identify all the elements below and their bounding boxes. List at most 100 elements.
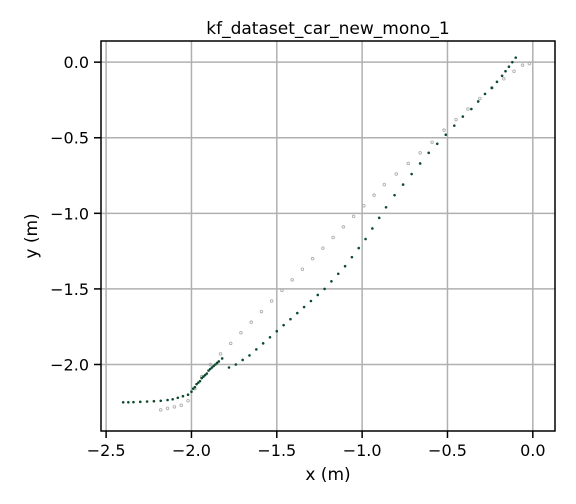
data-point-green xyxy=(145,400,149,403)
data-point-green xyxy=(234,363,238,366)
data-point-gray xyxy=(259,309,264,314)
data-point-green xyxy=(476,100,480,103)
data-point-gray xyxy=(382,182,387,187)
data-point-green xyxy=(202,375,205,378)
data-point-green xyxy=(191,387,195,390)
data-point-green xyxy=(511,60,514,64)
data-point-gray xyxy=(300,267,305,272)
data-point-green xyxy=(507,65,511,68)
data-point-green xyxy=(215,361,219,365)
data-point-gray xyxy=(331,235,335,240)
data-point-gray xyxy=(406,161,410,166)
data-point-green xyxy=(241,358,244,362)
data-point-green xyxy=(357,246,361,250)
data-point-green xyxy=(255,348,258,351)
chart-title: kf_dataset_car_new_mono_1 xyxy=(206,19,449,39)
data-point-green xyxy=(220,357,224,360)
data-point-green xyxy=(500,74,504,78)
data-point-gray xyxy=(362,204,366,208)
data-points xyxy=(121,56,532,412)
data-point-green xyxy=(418,162,422,165)
x-tick-label: −1.5 xyxy=(257,441,296,460)
data-point-gray xyxy=(239,330,243,335)
data-point-green xyxy=(289,317,292,321)
x-tick-label: −2.5 xyxy=(87,441,126,460)
data-point-gray xyxy=(165,406,170,411)
data-point-green xyxy=(166,398,169,402)
data-point-gray xyxy=(372,193,376,197)
data-point-green xyxy=(208,367,212,371)
data-point-green xyxy=(200,376,203,380)
x-tick-label: −0.5 xyxy=(428,441,467,460)
data-point-green xyxy=(132,400,135,404)
data-point-gray xyxy=(249,320,253,324)
data-point-green xyxy=(309,299,313,303)
data-point-green xyxy=(444,133,448,137)
data-point-green xyxy=(248,354,251,357)
data-point-green xyxy=(171,397,174,401)
data-point-green xyxy=(176,396,180,400)
data-point-green xyxy=(193,385,197,389)
data-point-green xyxy=(196,381,200,384)
data-point-green xyxy=(186,393,190,397)
data-point-green xyxy=(275,329,279,333)
y-tick-label: 0.0 xyxy=(64,53,89,72)
data-point-gray xyxy=(290,278,294,282)
data-point-green xyxy=(401,183,405,186)
data-point-green xyxy=(470,107,473,111)
data-point-gray xyxy=(394,172,399,176)
data-point-gray xyxy=(341,225,346,229)
data-point-green xyxy=(435,142,439,146)
data-point-green xyxy=(364,237,367,241)
data-point-green xyxy=(323,287,326,291)
data-point-green xyxy=(207,369,210,372)
data-point-gray xyxy=(172,405,177,409)
data-point-green xyxy=(336,272,340,276)
data-point-green xyxy=(205,372,209,375)
data-point-green xyxy=(514,56,518,59)
grid-lines xyxy=(101,41,555,431)
data-point-gray xyxy=(478,96,482,101)
data-point-gray xyxy=(179,403,183,408)
data-point-green xyxy=(181,394,185,398)
data-point-green xyxy=(377,216,381,220)
data-point-gray xyxy=(269,299,274,303)
data-point-green xyxy=(127,400,130,404)
data-point-gray xyxy=(512,69,516,73)
data-point-green xyxy=(316,293,320,297)
data-point-green xyxy=(295,311,299,315)
x-tick-label: 0.0 xyxy=(520,441,545,460)
data-point-green xyxy=(504,69,507,73)
y-tick-label: −2.0 xyxy=(50,355,89,374)
x-tick-label: −1.0 xyxy=(343,441,382,460)
data-point-green xyxy=(350,255,354,259)
data-point-gray xyxy=(442,128,446,132)
data-point-green xyxy=(159,399,163,403)
data-point-green xyxy=(495,80,499,84)
data-point-green xyxy=(371,227,374,230)
data-point-gray xyxy=(186,399,190,403)
data-point-green xyxy=(212,364,215,368)
data-point-green xyxy=(483,92,487,96)
y-axis-title: y (m) xyxy=(22,213,42,258)
data-point-gray xyxy=(351,214,356,219)
data-point-gray xyxy=(218,352,223,356)
data-point-green xyxy=(214,363,217,366)
data-point-gray xyxy=(280,288,284,293)
data-point-green xyxy=(227,366,231,369)
data-point-green xyxy=(198,379,202,383)
data-point-green xyxy=(195,382,198,386)
data-point-gray xyxy=(466,107,470,111)
plot-frame xyxy=(100,40,556,432)
y-tick-label: −0.5 xyxy=(50,129,89,148)
axis-ticks: −2.5 −2.0 −1.5 −1.0 −0.5 0.0 0.0 −0.5 −1.0 −1.5 −2… xyxy=(50,53,545,460)
data-point-green xyxy=(138,400,142,404)
data-point-green xyxy=(268,335,272,339)
data-point-green xyxy=(343,264,347,268)
x-tick-label: −2.0 xyxy=(172,441,211,460)
data-point-gray xyxy=(454,117,458,122)
x-axis-title: x (m) xyxy=(305,465,350,485)
data-point-green xyxy=(410,172,413,176)
data-point-green xyxy=(121,400,125,404)
data-point-gray xyxy=(527,61,532,66)
